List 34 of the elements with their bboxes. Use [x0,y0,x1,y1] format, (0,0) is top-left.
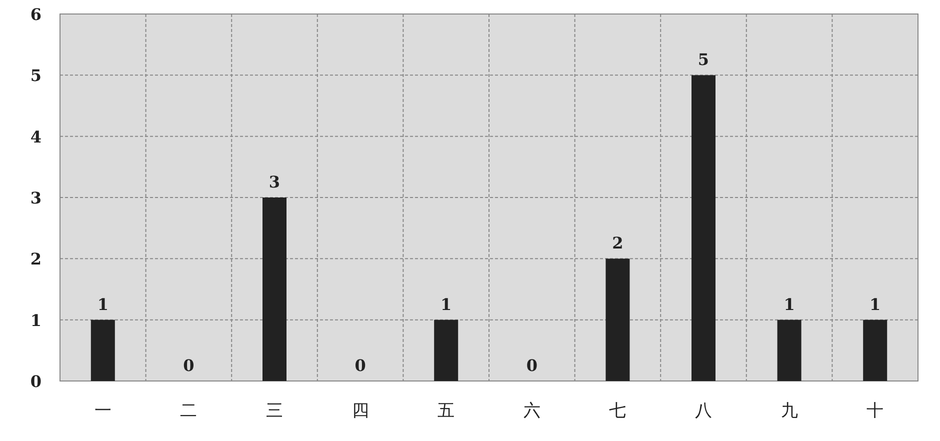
x-tick-label: 十 [866,401,884,421]
data-label: 1 [870,294,881,314]
x-tick-label: 三 [266,401,283,421]
y-tick-label: 6 [30,5,42,24]
x-tick-label: 五 [438,401,455,421]
data-label: 3 [268,172,280,192]
data-label: 1 [97,294,108,314]
bar [777,320,802,381]
bar [434,320,458,381]
data-label: 1 [784,294,795,314]
y-tick-label: 1 [30,310,42,330]
y-tick-label: 5 [30,66,42,86]
bar [692,75,716,381]
y-tick-label: 2 [30,250,42,269]
x-tick-label: 一 [94,401,112,421]
bar [606,258,630,381]
y-tick-label: 3 [30,188,42,208]
data-label: 5 [698,50,710,70]
data-label: 0 [354,356,366,375]
x-tick-label: 六 [523,401,540,421]
x-tick-label: 四 [352,401,369,421]
y-tick-label: 0 [30,372,42,391]
bar [262,198,286,381]
bar [863,320,888,381]
y-tick-label: 4 [30,127,42,146]
x-tick-label: 九 [780,401,798,421]
data-label: 1 [440,294,452,314]
bar [90,320,115,381]
data-label: 2 [612,234,624,253]
x-tick-label: 二 [180,401,198,421]
data-label: 0 [183,356,194,375]
x-tick-label: 八 [695,401,712,421]
data-label: 0 [526,356,538,375]
x-tick-label: 七 [609,401,626,421]
